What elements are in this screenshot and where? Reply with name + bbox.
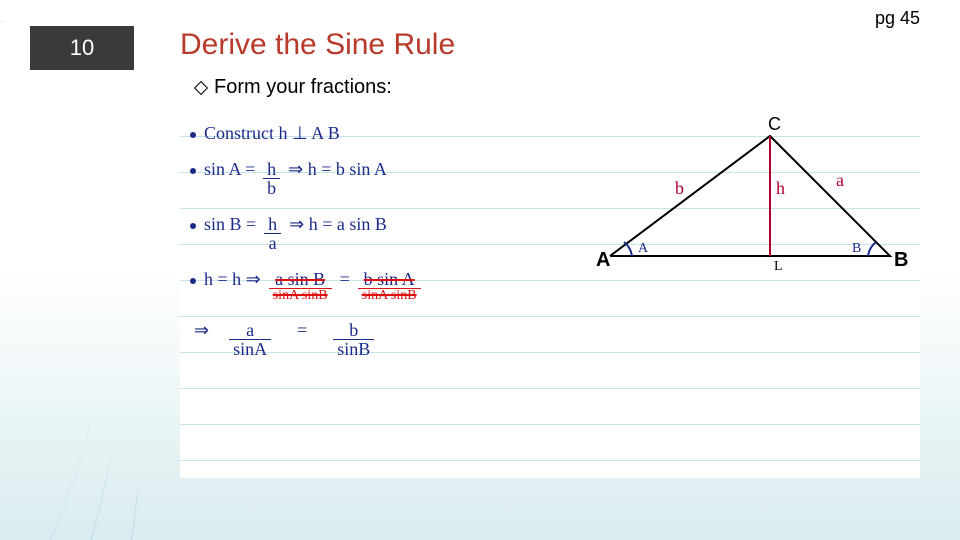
hw-text: ⇒ h = b sin A: [288, 160, 387, 178]
page-label: pg 45: [875, 8, 920, 29]
frac-den: sinA sinB: [358, 289, 421, 303]
hw-text: sin A =: [204, 160, 255, 178]
frac-den: b: [263, 179, 280, 197]
hw-text: ⇒ h = a sin B: [289, 215, 387, 233]
triangle-outline: [610, 136, 890, 256]
bullet-dot-icon: [190, 223, 196, 229]
frac-den: a: [265, 234, 281, 252]
frac-den: sinB: [333, 340, 374, 358]
angle-b-label: B: [852, 241, 861, 256]
notebook-panel: Construct h ⊥ A B sin A = h b ⇒ h = b si…: [180, 116, 920, 478]
frac-num: a sin B: [271, 270, 329, 288]
frac-num: a: [242, 321, 258, 339]
fraction: h b: [263, 160, 280, 197]
frac-num: b sin A: [360, 270, 419, 288]
ruled-line: [180, 424, 920, 425]
foot-label: L: [774, 259, 783, 274]
hw-text: =: [297, 321, 307, 339]
altitude-label: h: [776, 178, 785, 198]
side-a-label: a: [836, 170, 844, 190]
side-b-label: b: [675, 178, 684, 198]
frac-num: h: [264, 215, 281, 233]
vertex-a-label: A: [596, 249, 610, 271]
hw-line-2: sin A = h b ⇒ h = b sin A: [190, 160, 421, 197]
fraction: h a: [264, 215, 281, 252]
slide-title: Derive the Sine Rule: [180, 28, 455, 62]
hw-text: ⇒: [194, 321, 209, 339]
fraction: b sin A sinA sinB: [358, 270, 421, 303]
angle-arc-a: [624, 242, 632, 256]
ruled-line: [180, 388, 920, 389]
frac-den: sinA: [229, 340, 271, 358]
bullet-dot-icon: [190, 278, 196, 284]
hw-text: sin B =: [204, 215, 256, 233]
fraction: b sinB: [333, 321, 374, 358]
frac-num: b: [345, 321, 362, 339]
angle-arc-b: [868, 242, 876, 256]
triangle-diagram: C A B b a h A B L: [590, 116, 910, 286]
ruled-line: [180, 460, 920, 461]
hw-text: h = h ⇒: [204, 270, 261, 288]
handwriting-block: Construct h ⊥ A B sin A = h b ⇒ h = b si…: [190, 124, 421, 376]
fraction: a sin B sinA sinB: [269, 270, 332, 303]
slide: pg 45 10 Derive the Sine Rule Form your …: [0, 0, 960, 540]
hw-text: Construct h ⊥ A B: [204, 124, 340, 142]
bullet-text: Form your fractions:: [214, 76, 392, 99]
angle-a-label: A: [638, 241, 649, 256]
hw-line-1: Construct h ⊥ A B: [190, 124, 421, 142]
vertex-b-label: B: [894, 249, 908, 271]
frac-num: h: [263, 160, 280, 178]
hw-line-4: h = h ⇒ a sin B sinA sinB = b sin A sinA…: [190, 270, 421, 303]
bullet-dot-icon: [190, 168, 196, 174]
hw-text: =: [340, 270, 350, 288]
bullet-dot-icon: [190, 132, 196, 138]
frac-den: sinA sinB: [269, 289, 332, 303]
fraction: a sinA: [229, 321, 271, 358]
hw-line-5: ⇒ a sinA = b sinB: [194, 321, 421, 358]
bullet-line: Form your fractions:: [196, 76, 392, 99]
vertex-c-label: C: [768, 116, 781, 134]
diamond-icon: [194, 80, 208, 94]
hw-line-3: sin B = h a ⇒ h = a sin B: [190, 215, 421, 252]
